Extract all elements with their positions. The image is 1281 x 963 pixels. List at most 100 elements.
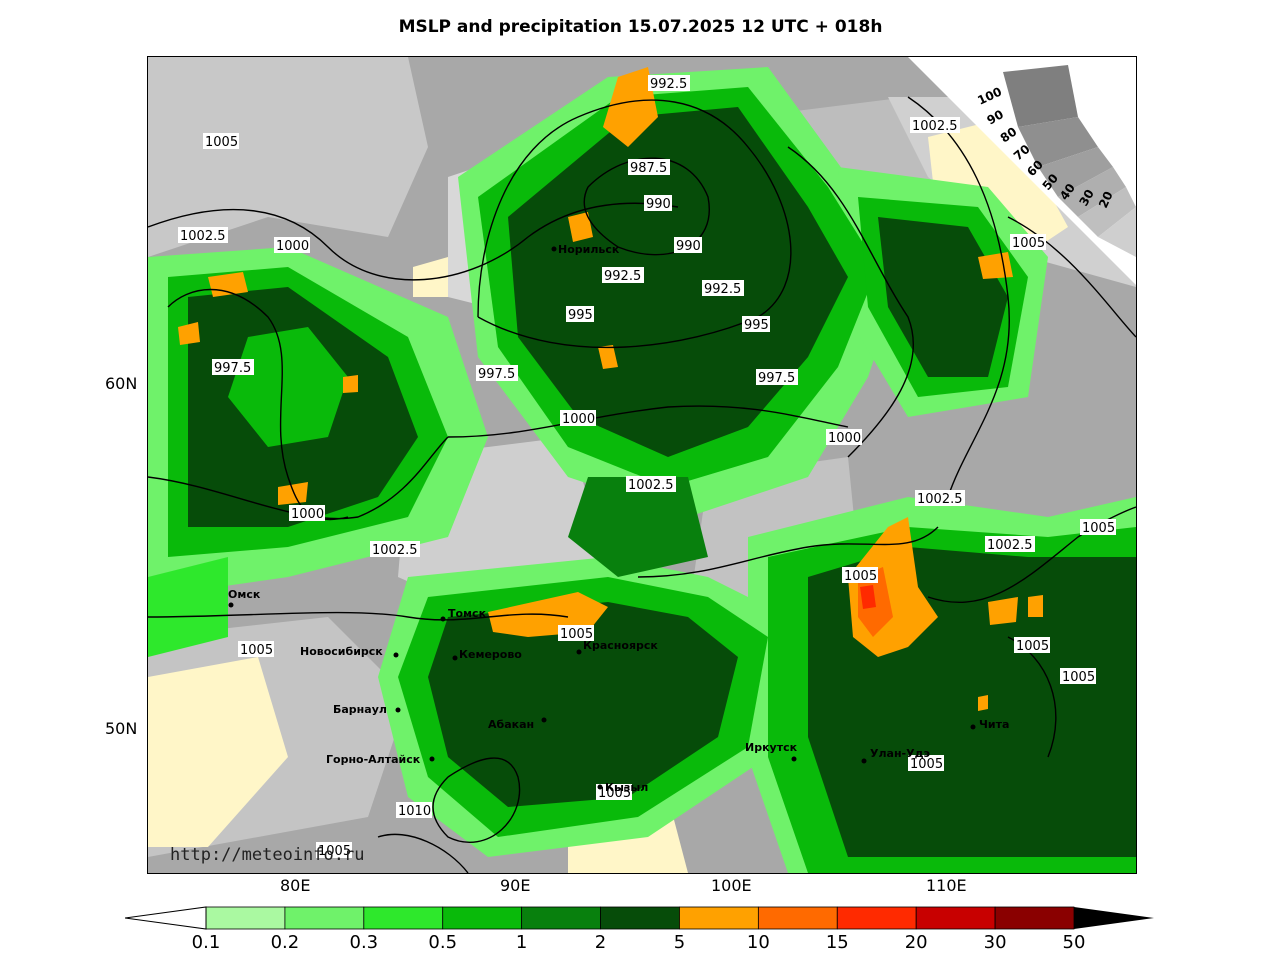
- city-marker: Чита: [970, 718, 1009, 731]
- isobar-label: 1005: [1060, 668, 1096, 685]
- svg-text:992.5: 992.5: [650, 77, 687, 92]
- isobar-label: 992.5: [602, 267, 644, 284]
- svg-text:1005: 1005: [240, 643, 273, 658]
- svg-text:1005: 1005: [318, 844, 351, 859]
- colorbar-cell: [363, 906, 444, 930]
- svg-text:1005: 1005: [1062, 670, 1095, 685]
- colorbar-label: 50: [1062, 932, 1086, 953]
- svg-text:Горно-Алтайск: Горно-Алтайск: [326, 753, 421, 766]
- svg-text:Иркутск: Иркутск: [745, 741, 798, 754]
- city-marker: Красноярск: [576, 639, 658, 655]
- colorbar-cell: [679, 906, 759, 930]
- isobar-label: 990: [644, 195, 672, 212]
- city-marker: Норильск: [551, 243, 620, 256]
- svg-text:987.5: 987.5: [630, 161, 667, 176]
- city-marker: Абакан: [488, 717, 547, 731]
- map-canvas: 100 90 80 70 60 50 40 30 20 992.5 1002.5…: [148, 57, 1136, 873]
- city-marker: Иркутск: [745, 741, 798, 762]
- isobar-label: 1005: [203, 133, 239, 150]
- isobar-label: 1002.5: [626, 476, 676, 493]
- isobar-label: 1005: [1080, 519, 1116, 536]
- isobar-label: 1005: [596, 784, 632, 801]
- colorbar-cell: [205, 906, 286, 930]
- isobar-label: 997.5: [756, 369, 798, 386]
- isobar-label: 1000: [289, 505, 325, 522]
- colorbar-cell: [757, 906, 838, 930]
- svg-text:1005: 1005: [598, 786, 631, 801]
- colorbar-label: 30: [983, 932, 1007, 953]
- isobar-label: 992.5: [648, 75, 690, 92]
- isobar-labels: 992.5 1002.5 1005 987.5 990 990 1002.5 1…: [178, 75, 1116, 859]
- colorbar-cell: [284, 906, 365, 930]
- city-marker: Кызыл: [597, 781, 648, 794]
- city-marker: Томск: [440, 607, 487, 622]
- city-marker: Улан-Удэ: [861, 747, 930, 764]
- colorbar-label: 1: [515, 932, 528, 953]
- precip-intense: [178, 67, 1043, 711]
- colorbar-label: 5: [673, 932, 686, 953]
- city-marker: Горно-Алтайск: [326, 753, 435, 766]
- colorbar-cell: [836, 906, 917, 930]
- svg-text:992.5: 992.5: [604, 269, 641, 284]
- isobar-label: 997.5: [476, 365, 518, 382]
- colorbar-label: 0.3: [349, 932, 379, 953]
- svg-text:Абакан: Абакан: [488, 718, 534, 731]
- lon-label: 100E: [711, 876, 752, 895]
- colorbar-low-arrow: [125, 906, 207, 930]
- lon-label: 90E: [500, 876, 531, 895]
- svg-text:995: 995: [568, 308, 593, 323]
- isobar-label: 1002.5: [178, 227, 228, 244]
- cloud-cover-scale: 100 90 80 70 60 50 40 30 20: [908, 57, 1136, 285]
- svg-text:1000: 1000: [828, 431, 861, 446]
- svg-text:1005: 1005: [1012, 236, 1045, 251]
- svg-text:990: 990: [646, 197, 671, 212]
- svg-text:995: 995: [744, 318, 769, 333]
- colorbar-label: 20: [904, 932, 928, 953]
- svg-text:997.5: 997.5: [478, 367, 515, 382]
- svg-text:Кемерово: Кемерово: [459, 648, 522, 661]
- isobar-label: 1002.5: [915, 490, 965, 507]
- colorbar-label: 10: [746, 932, 770, 953]
- isobar-label: 1000: [560, 410, 596, 427]
- svg-text:1002.5: 1002.5: [180, 229, 226, 244]
- isobar-label: 987.5: [628, 159, 670, 176]
- isobar-label: 1005: [558, 625, 594, 642]
- colorbar-label: 0.2: [270, 932, 300, 953]
- isobar-label: 1005: [1010, 234, 1046, 251]
- svg-text:997.5: 997.5: [214, 361, 251, 376]
- svg-text:1005: 1005: [205, 135, 238, 150]
- colorbar-label: 2: [594, 932, 607, 953]
- isobar-label: 990: [674, 237, 702, 254]
- isobar-label: 995: [742, 316, 770, 333]
- svg-text:1005: 1005: [910, 757, 943, 772]
- colorbar-cell: [600, 906, 680, 930]
- lat-label: 50N: [105, 719, 138, 738]
- isobar-label: 1002.5: [985, 536, 1035, 553]
- cloud-scale-label: 20: [1096, 189, 1116, 210]
- svg-text:1002.5: 1002.5: [912, 119, 958, 134]
- svg-text:Новосибирск: Новосибирск: [300, 645, 383, 658]
- isobar-label: 1005: [908, 755, 944, 772]
- svg-text:1002.5: 1002.5: [372, 543, 418, 558]
- svg-text:1002.5: 1002.5: [917, 492, 963, 507]
- colorbar-high-arrow: [1074, 907, 1154, 929]
- isobar-label: 1005: [842, 567, 878, 584]
- chart-title: MSLP and precipitation 15.07.2025 12 UTC…: [398, 17, 883, 37]
- isobar-label: 992.5: [702, 280, 744, 297]
- colorbar-cell: [994, 906, 1075, 930]
- svg-text:990: 990: [676, 239, 701, 254]
- isobar-label: 1002.5: [370, 541, 420, 558]
- svg-text:Норильск: Норильск: [558, 243, 620, 256]
- city-marker: Новосибирск: [300, 645, 399, 658]
- svg-text:1010: 1010: [398, 804, 431, 819]
- isobar-label: 995: [566, 306, 594, 323]
- isobar-label: 1010: [396, 802, 432, 819]
- svg-text:Красноярск: Красноярск: [583, 639, 658, 652]
- svg-text:Кызыл: Кызыл: [605, 781, 648, 794]
- lon-label: 80E: [280, 876, 311, 895]
- svg-text:1005: 1005: [844, 569, 877, 584]
- isobar-label: 997.5: [212, 359, 254, 376]
- svg-text:1000: 1000: [562, 412, 595, 427]
- city-marker: Омск: [228, 588, 261, 608]
- isobar-label: 1005: [1014, 637, 1050, 654]
